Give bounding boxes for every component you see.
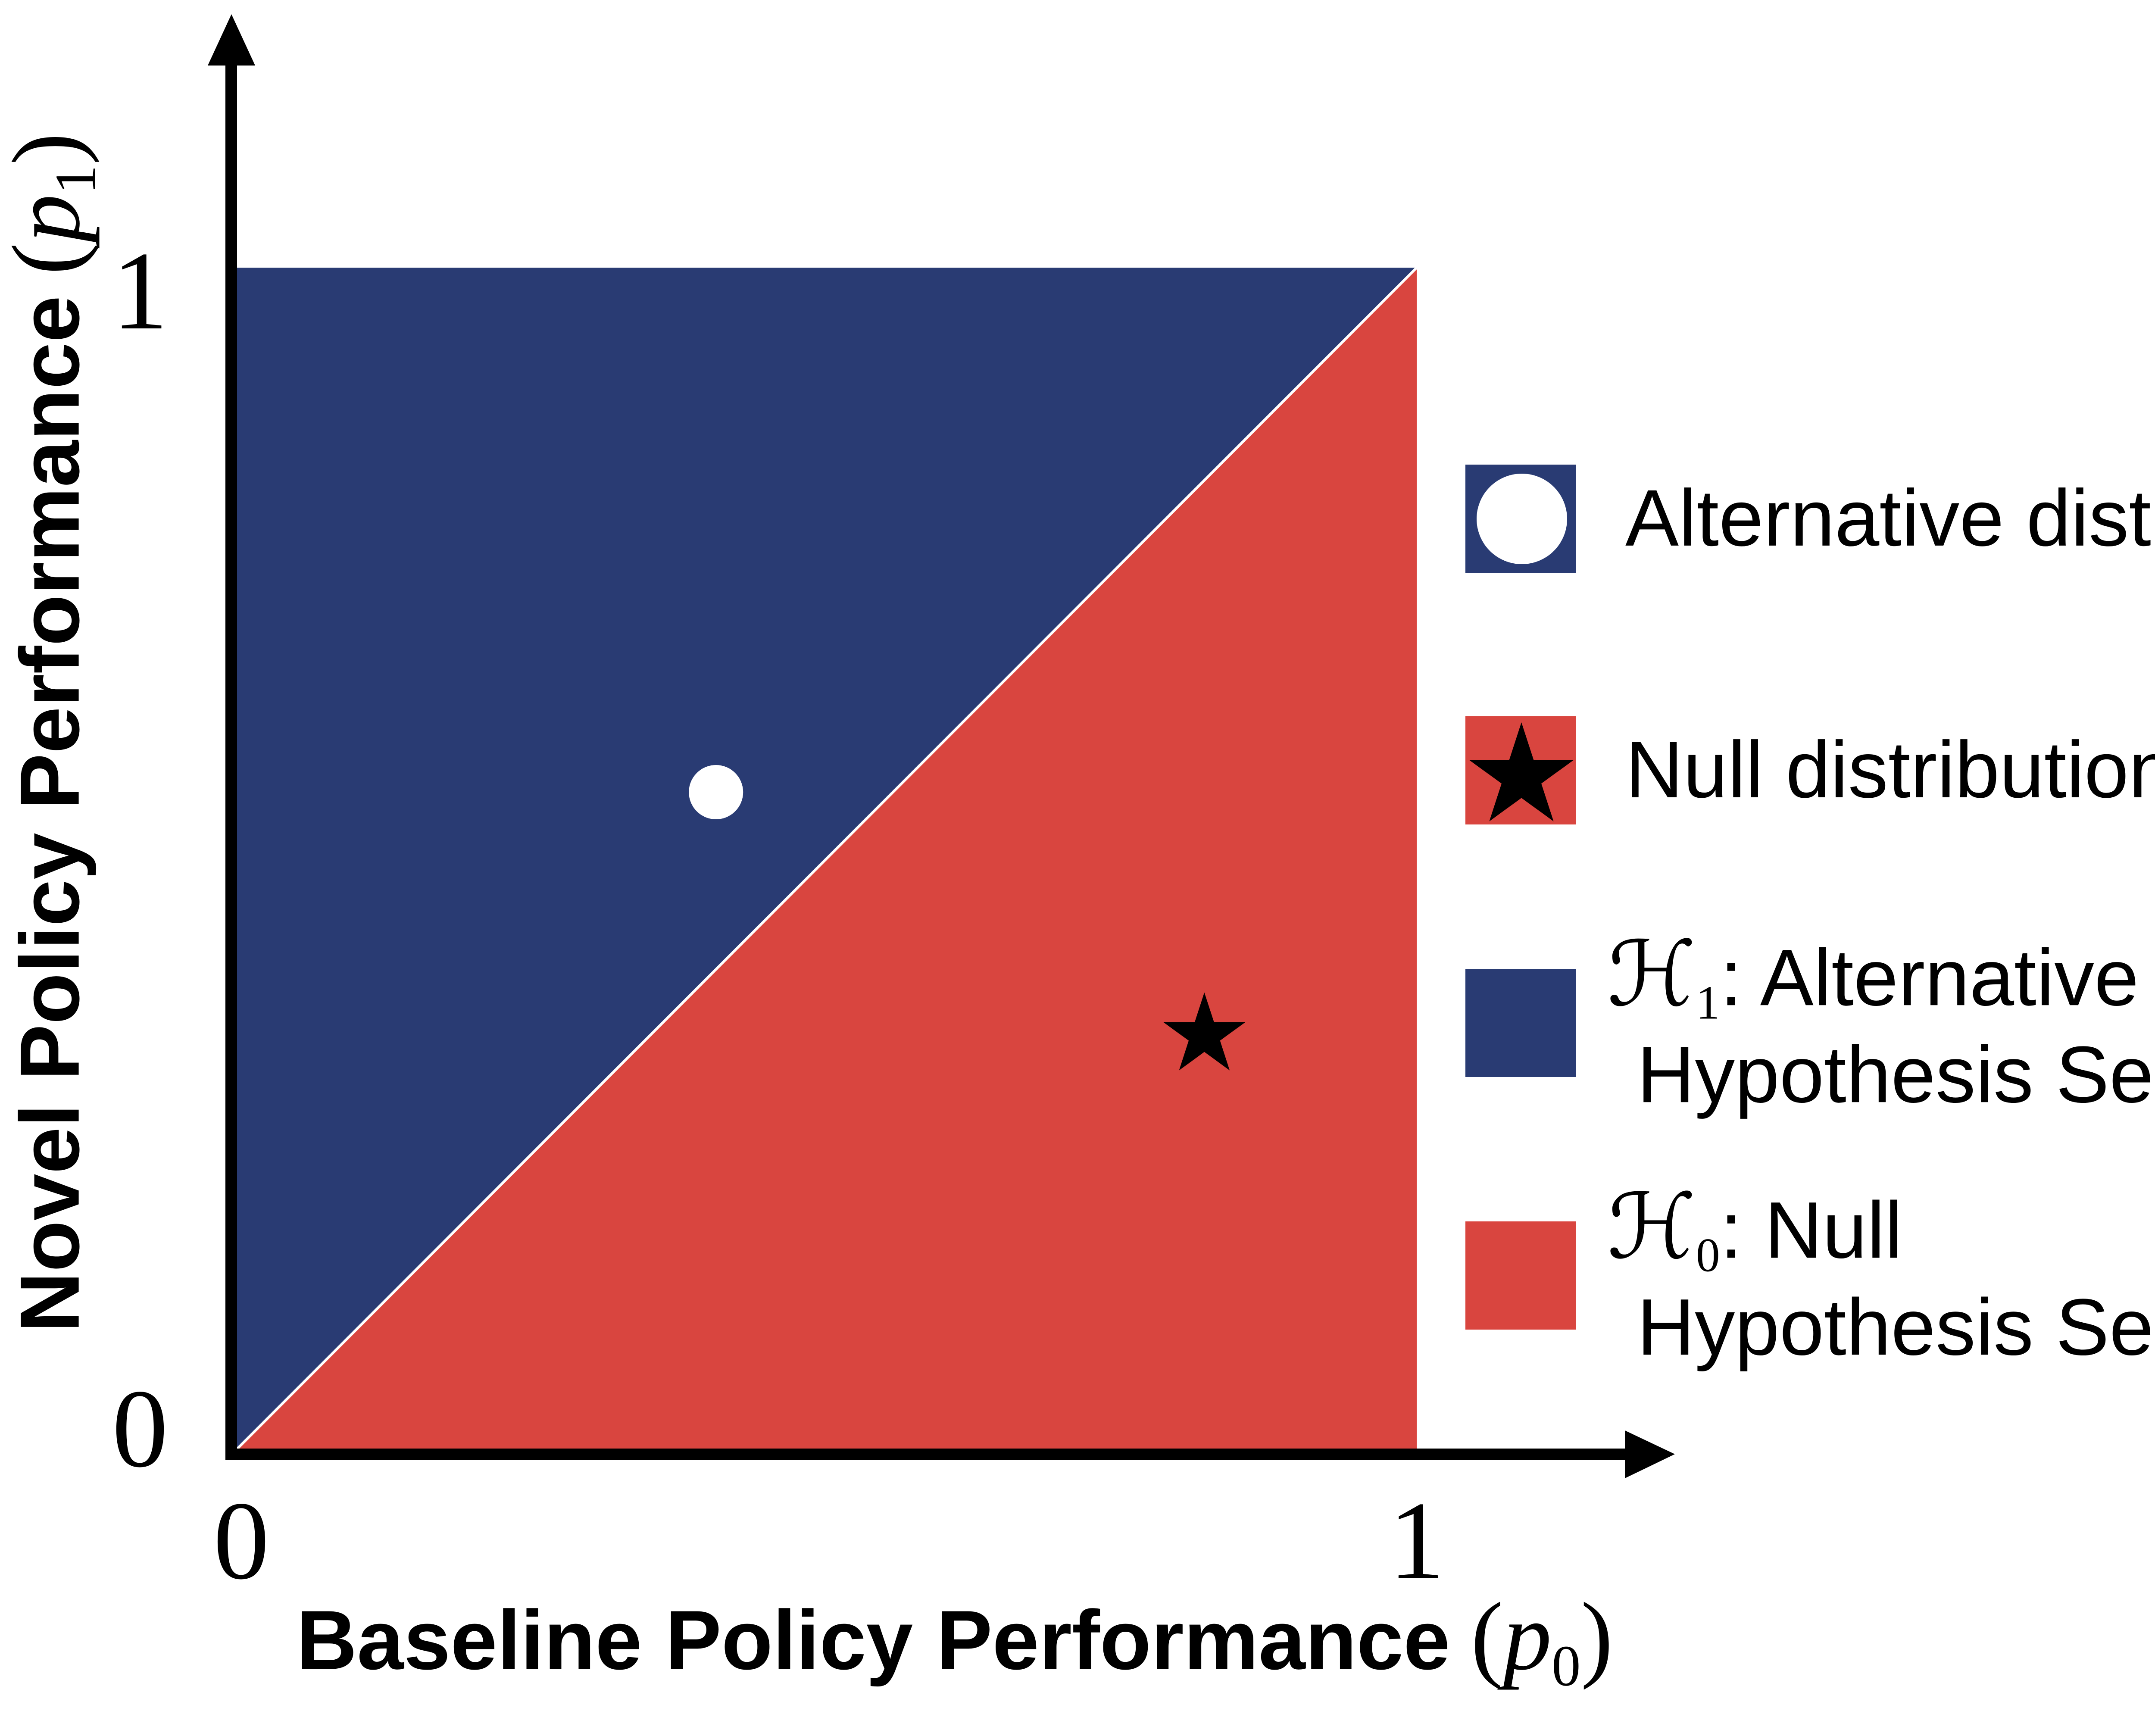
legend-label-h1-line2: Hypothesis Set: [1637, 1030, 2155, 1120]
legend-swatch-alternative-distribution: [1465, 465, 1576, 573]
x-axis-label-text: Baseline Policy Performance: [296, 1593, 1450, 1687]
alternative-distribution-point: [689, 765, 743, 819]
legend-swatch-h0-region: [1465, 1221, 1576, 1330]
legend-label-h1-set: ℋ1: Alternative Hypothesis Set: [1607, 924, 2155, 1120]
null-distribution-point: [1163, 992, 1246, 1071]
y-tick-0: 0: [112, 1367, 168, 1491]
x-axis-label-math: (p0): [1471, 1582, 1613, 1699]
x-tick-1: 1: [1389, 1479, 1445, 1603]
legend-label-alternative-distribution: Alternative distribution: [1625, 473, 2155, 563]
y-axis-line: [225, 50, 237, 1460]
white-circle-marker-icon: [1477, 474, 1567, 564]
legend-label-h0-line1: ℋ0: Null: [1607, 1175, 1903, 1282]
y-tick-1: 1: [112, 229, 168, 353]
legend-swatch-h1-region: [1465, 969, 1576, 1077]
x-axis-label: Baseline Policy Performance (p0): [297, 1580, 1613, 1700]
legend-label-h0-line2: Hypothesis Set: [1637, 1283, 2155, 1372]
y-axis-label-math: (p1): [0, 133, 108, 275]
legend-label-h0-set: ℋ0: Null Hypothesis Set: [1607, 1177, 2155, 1373]
legend-swatch-null-distribution: [1465, 716, 1576, 824]
y-axis-arrowhead-icon: [208, 14, 255, 66]
y-axis-label-text: Novel Policy Performance: [3, 295, 97, 1333]
x-axis-line: [225, 1449, 1627, 1460]
decision-boundary-line: [236, 266, 1418, 1450]
legend-label-h1-line1: ℋ1: Alternative: [1607, 922, 2139, 1030]
y-axis-label: Novel Policy Performance (p1): [0, 133, 109, 1333]
x-axis-arrowhead-icon: [1625, 1430, 1675, 1478]
legend-label-null-distribution: Null distribution: [1625, 725, 2155, 815]
x-tick-0: 0: [213, 1479, 269, 1603]
black-star-marker-icon: [1469, 722, 1574, 821]
